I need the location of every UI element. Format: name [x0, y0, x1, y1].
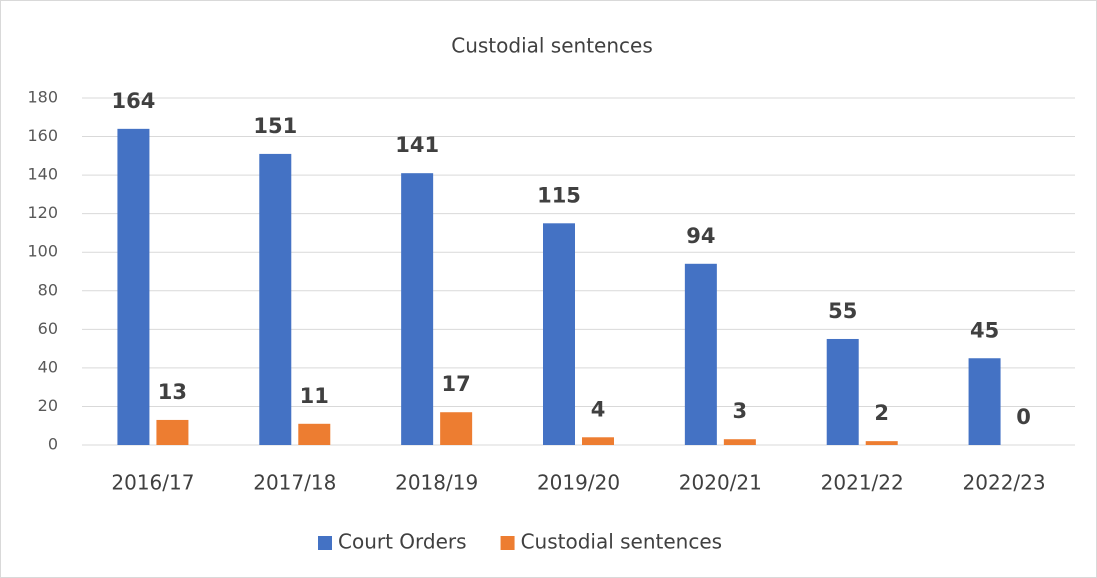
x-tick-label: 2016/17 — [111, 471, 194, 495]
x-tick-label: 2018/19 — [395, 471, 478, 495]
legend-swatch — [500, 536, 515, 550]
x-tick-label: 2022/23 — [963, 471, 1046, 495]
bar — [543, 223, 575, 445]
data-label: 164 — [112, 89, 156, 113]
legend-label: Custodial sentences — [521, 530, 723, 554]
y-tick-label: 0 — [48, 435, 58, 454]
x-tick-label: 2020/21 — [679, 471, 762, 495]
y-tick-label: 80 — [38, 280, 58, 299]
data-label: 4 — [591, 397, 606, 421]
y-tick-label: 180 — [27, 88, 58, 107]
bar — [865, 441, 898, 445]
data-label: 11 — [300, 384, 329, 408]
data-label: 2 — [874, 401, 889, 425]
data-label: 94 — [686, 224, 715, 248]
y-tick-label: 100 — [27, 242, 58, 261]
y-tick-label: 140 — [27, 165, 58, 184]
bar — [826, 338, 859, 445]
x-tick-label: 2021/22 — [821, 471, 904, 495]
x-tick-label: 2017/18 — [253, 471, 336, 495]
data-label: 151 — [253, 114, 297, 138]
data-label: 0 — [1016, 405, 1031, 429]
bar — [440, 412, 473, 445]
bar — [968, 358, 1001, 445]
data-label: 141 — [395, 133, 439, 157]
legend-swatch — [318, 536, 332, 550]
y-tick-label: 60 — [38, 319, 58, 338]
y-tick-label: 160 — [27, 126, 58, 145]
data-label: 115 — [537, 183, 581, 207]
bar — [684, 263, 717, 445]
bar — [156, 419, 189, 445]
data-label: 13 — [158, 380, 187, 404]
legend-label: Court Orders — [338, 530, 467, 554]
y-tick-label: 20 — [38, 396, 58, 415]
data-label: 45 — [970, 318, 999, 342]
data-label: 17 — [442, 372, 471, 396]
data-label: 55 — [828, 299, 857, 323]
x-tick-label: 2019/20 — [537, 471, 620, 495]
y-tick-label: 40 — [38, 357, 58, 376]
data-label: 3 — [733, 399, 748, 423]
y-tick-label: 120 — [27, 203, 58, 222]
chart-title: Custodial sentences — [451, 34, 653, 58]
bar — [401, 173, 434, 445]
bar — [723, 439, 756, 445]
bar — [117, 128, 150, 445]
bar — [582, 437, 614, 445]
bar — [298, 423, 331, 445]
bar — [259, 153, 292, 445]
